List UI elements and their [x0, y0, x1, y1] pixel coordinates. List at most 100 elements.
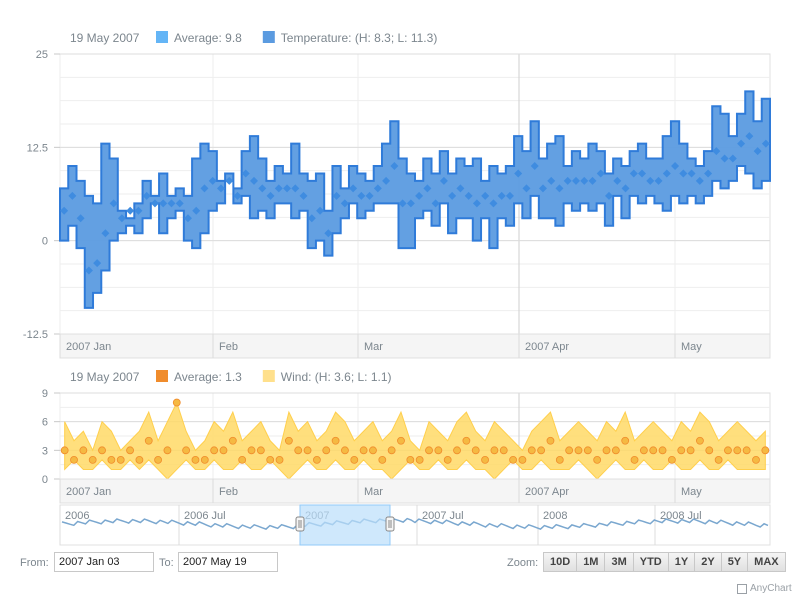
- average-marker: [737, 139, 746, 148]
- temperature-x-axis-bar: [59, 333, 771, 359]
- average-marker: [593, 455, 602, 464]
- average-marker: [70, 455, 78, 464]
- average-marker: [126, 206, 135, 215]
- average-marker: [456, 184, 465, 193]
- average-marker: [159, 199, 168, 208]
- x-tick-label: Mar: [364, 486, 383, 498]
- average-marker: [668, 455, 676, 464]
- zoom-1y-button[interactable]: 1Y: [667, 552, 696, 572]
- average-marker: [423, 184, 432, 193]
- average-marker: [733, 446, 742, 455]
- average-marker: [658, 446, 667, 455]
- wind-x-axis-bar: [59, 478, 771, 504]
- average-marker: [88, 455, 97, 464]
- scroller-selection[interactable]: [299, 504, 391, 546]
- average-marker: [219, 446, 228, 455]
- average-marker: [98, 446, 106, 455]
- average-marker: [84, 266, 93, 275]
- average-marker: [546, 436, 555, 445]
- average-marker: [233, 191, 242, 200]
- legend-marker: [262, 370, 275, 382]
- temperature-y-axis: 25 12.5 0 -12.5: [23, 49, 48, 341]
- wind-series: [60, 398, 770, 480]
- average-marker: [134, 206, 143, 215]
- average-marker: [724, 446, 732, 455]
- average-marker: [761, 139, 770, 148]
- average-marker: [60, 206, 69, 215]
- average-marker: [172, 398, 181, 407]
- average-marker: [135, 455, 144, 464]
- average-marker: [349, 184, 358, 193]
- zoom-10d-button[interactable]: 10D: [543, 552, 578, 572]
- average-marker: [109, 199, 118, 208]
- average-marker: [415, 191, 424, 200]
- y-tick-label: 0: [42, 236, 48, 248]
- average-marker: [225, 176, 234, 185]
- average-marker: [68, 191, 77, 200]
- x-tick-label: May: [681, 486, 702, 498]
- zoom-2y-button[interactable]: 2Y: [694, 552, 722, 572]
- legend-marker: [156, 370, 168, 382]
- legend-date: 19 May 2007: [70, 370, 140, 384]
- zoom-max-button[interactable]: MAX: [747, 552, 786, 572]
- average-marker: [258, 184, 267, 193]
- average-marker: [728, 154, 737, 163]
- average-marker: [154, 455, 162, 464]
- scroller-line: [61, 517, 769, 530]
- average-marker: [266, 191, 275, 200]
- average-marker: [373, 184, 382, 193]
- average-marker: [490, 446, 499, 455]
- credits[interactable]: AnyChart: [737, 583, 792, 594]
- average-marker: [340, 199, 349, 208]
- scroller-label: 2007 Jul: [422, 510, 464, 522]
- average-marker: [93, 259, 102, 268]
- average-marker: [752, 455, 760, 464]
- scroller-left-handle[interactable]: [295, 516, 305, 532]
- from-date-input[interactable]: [54, 552, 154, 572]
- average-marker: [182, 446, 191, 455]
- average-marker: [144, 436, 153, 445]
- average-marker: [431, 199, 440, 208]
- y-tick-label: 6: [42, 417, 48, 429]
- zoom-ytd-button[interactable]: YTD: [632, 552, 669, 572]
- y-tick-label: -12.5: [23, 329, 48, 341]
- zoom-3m-button[interactable]: 3M: [604, 552, 634, 572]
- average-marker: [247, 446, 256, 455]
- y-tick-label: 12.5: [27, 142, 48, 154]
- zoom-1m-button[interactable]: 1M: [576, 552, 606, 572]
- average-marker: [299, 191, 308, 200]
- wind-legend: 19 May 2007 Average: 1.3 Wind: (H: 3.6; L:…: [70, 370, 392, 384]
- average-marker: [679, 169, 688, 178]
- average-marker: [228, 436, 237, 445]
- anychart-logo-icon: [737, 583, 747, 594]
- average-marker: [434, 446, 443, 455]
- wind-panel: 9 6 3 0 2007 Jan Feb Mar 2007 Apr May 19 May 20…: [42, 370, 771, 504]
- average-marker: [704, 169, 713, 178]
- zoom-5y-button[interactable]: 5Y: [720, 552, 749, 572]
- legend-marker: [156, 31, 168, 43]
- average-marker: [530, 162, 539, 170]
- scroller-right-handle[interactable]: [385, 516, 395, 532]
- average-marker: [350, 455, 359, 464]
- average-marker: [649, 446, 658, 455]
- range-area: [59, 90, 771, 309]
- average-marker: [294, 446, 303, 455]
- average-marker: [464, 191, 473, 200]
- to-date-input[interactable]: [178, 552, 278, 572]
- average-marker: [274, 184, 283, 193]
- average-marker: [537, 446, 546, 455]
- x-tick-label: May: [681, 341, 702, 353]
- average-marker: [638, 169, 647, 178]
- average-marker: [425, 446, 433, 455]
- average-marker: [448, 191, 457, 200]
- x-tick-label: 2007 Jan: [66, 486, 111, 498]
- average-marker: [621, 184, 630, 193]
- average-marker: [696, 436, 704, 445]
- average-marker: [720, 154, 729, 163]
- average-marker: [605, 191, 614, 200]
- average-marker: [266, 455, 275, 464]
- average-marker: [208, 176, 217, 185]
- average-marker: [613, 176, 622, 185]
